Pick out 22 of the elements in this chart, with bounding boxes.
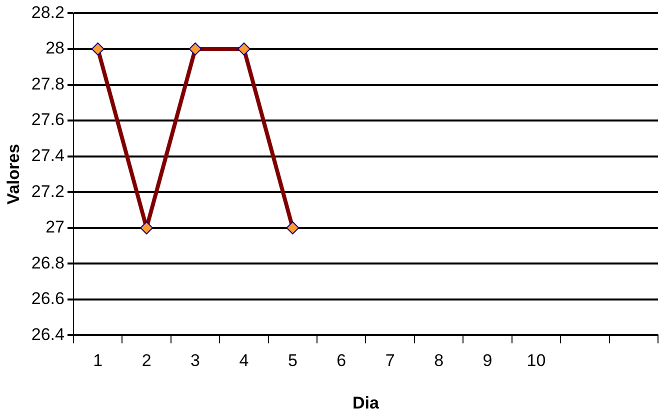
x-axis-title: Dia [352, 393, 380, 412]
x-tick-label: 3 [190, 351, 200, 370]
y-tick-label: 26.8 [31, 253, 64, 272]
y-tick-label: 27 [46, 218, 64, 237]
x-tick-label: 5 [288, 351, 298, 370]
x-tick-label: 9 [482, 351, 492, 370]
y-tick-label: 26.4 [31, 324, 64, 344]
y-tick-label: 27.6 [31, 110, 64, 130]
x-tick-label: 4 [239, 351, 249, 370]
x-tick-label: 8 [434, 351, 444, 370]
x-tick-label: 10 [526, 351, 546, 370]
y-tick-label: 27.4 [31, 146, 64, 165]
x-tick-label: 6 [336, 351, 346, 370]
y-tick-label: 28.2 [31, 2, 64, 22]
y-tick-label: 26.6 [31, 289, 64, 308]
y-tick-label: 27.8 [31, 74, 64, 94]
x-tick-label: 2 [142, 351, 152, 370]
x-tick-label: 7 [385, 351, 395, 370]
y-tick-label: 28 [46, 38, 64, 58]
y-axis-title: Valores [4, 144, 23, 204]
x-tick-label: 1 [93, 351, 103, 370]
y-tick-label: 27.2 [31, 182, 64, 201]
